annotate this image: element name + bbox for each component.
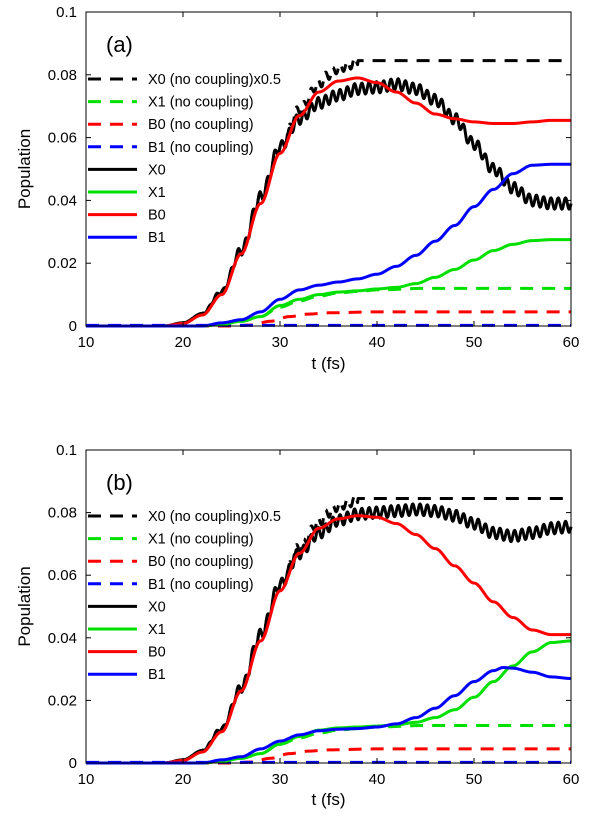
x-tick-label: 60 (563, 334, 580, 351)
series-line-1 (84, 723, 573, 765)
panel-tag: (a) (106, 32, 133, 57)
legend-entry: X0 (no coupling)x0.5 (148, 509, 281, 525)
legend-entry: B1 (148, 230, 166, 246)
legend-entry: X0 (no coupling)x0.5 (148, 72, 281, 88)
x-tick-label: 50 (466, 771, 483, 788)
y-tick-label: 0 (69, 755, 77, 772)
y-tick-label: 0.04 (48, 630, 77, 647)
y-tick-label: 0.06 (48, 567, 77, 584)
y-tick-label: 0.02 (48, 692, 77, 709)
x-axis-label: t (fs) (312, 354, 346, 373)
x-tick-label: 20 (175, 771, 192, 788)
x-tick-label: 10 (78, 771, 95, 788)
legend-entry: X1 (no coupling) (148, 532, 254, 548)
series-line-2 (84, 747, 573, 765)
y-tick-label: 0.1 (56, 4, 77, 21)
x-tick-label: 40 (369, 334, 386, 351)
y-tick-label: 0.06 (48, 130, 77, 147)
y-tick-label: 0.08 (48, 505, 77, 522)
x-tick-label: 20 (175, 334, 192, 351)
panel-tag: (b) (106, 470, 133, 495)
legend-entry: X0 (148, 599, 166, 615)
y-tick-label: 0.08 (48, 67, 77, 84)
legend-entry: B1 (148, 667, 166, 683)
legend-entry: X1 (no coupling) (148, 95, 254, 111)
plot-frame (85, 11, 572, 327)
legend-entry: B0 (148, 208, 166, 224)
legend-entry: B1 (no coupling) (148, 577, 254, 593)
legend-entry: X0 (148, 162, 166, 178)
x-tick-label: 30 (272, 334, 289, 351)
y-tick-label: 0.1 (56, 442, 77, 459)
legend-entry: X1 (148, 622, 166, 638)
legend-entry: B0 (no coupling) (148, 554, 254, 570)
x-tick-label: 10 (78, 334, 95, 351)
legend-entry: B0 (no coupling) (148, 117, 254, 133)
series-line-0 (84, 493, 573, 765)
x-tick-label: 30 (272, 771, 289, 788)
x-tick-label: 50 (466, 334, 483, 351)
y-tick-label: 0.02 (48, 255, 77, 272)
x-tick-label: 40 (369, 771, 386, 788)
x-tick-label: 60 (563, 771, 580, 788)
y-axis-label: Population (15, 129, 34, 209)
y-axis-label: Population (15, 566, 34, 646)
series-line-0 (84, 55, 573, 328)
y-tick-label: 0.04 (48, 192, 77, 209)
legend-entry: X1 (148, 185, 166, 201)
legend-entry: B0 (148, 645, 166, 661)
x-axis-label: t (fs) (312, 790, 346, 809)
legend-entry: B1 (no coupling) (148, 140, 254, 156)
plot-frame (85, 449, 572, 764)
series-line-2 (84, 310, 573, 328)
y-tick-label: 0 (69, 318, 77, 335)
panel-a: 10 20 30 40 50 60 0 0.02 0.04 0.06 0.08 0.1 t (fs) Po… (15, 4, 579, 373)
panel-b: 10 20 30 40 50 60 0 0.02 0.04 0.06 0.08 0.1 t (fs) Po… (15, 442, 579, 809)
